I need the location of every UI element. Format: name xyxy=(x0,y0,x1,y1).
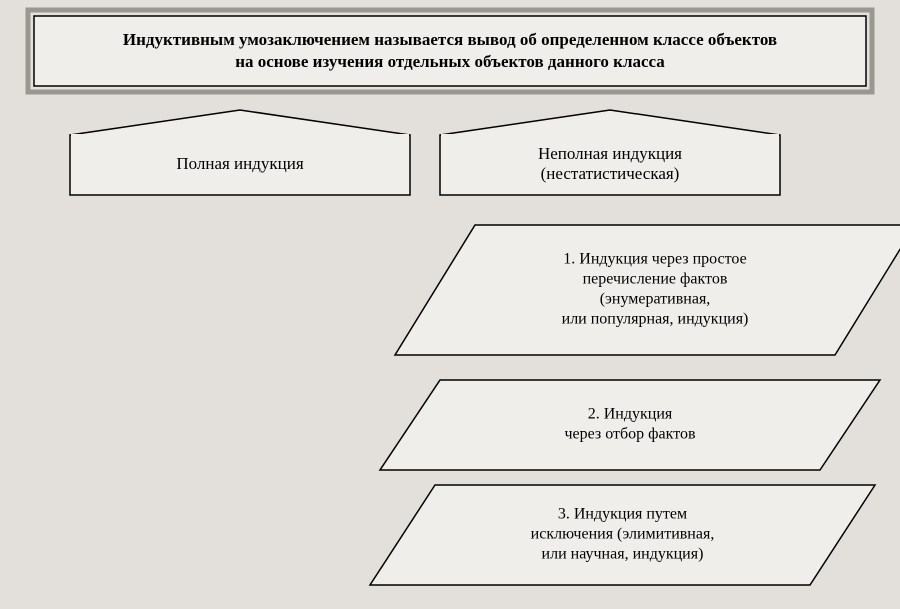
branch-box-1: Неполная индукция(нестатистическая) xyxy=(440,110,780,195)
header-text: Индуктивным умозаключением называется вы… xyxy=(123,30,777,49)
item-parallelogram-1: 2. Индукция через отбор фактов xyxy=(380,380,880,470)
item-text: 2. Индукция xyxy=(588,406,673,423)
header-text: на основе изучения отдельных объектов да… xyxy=(235,52,665,71)
item-parallelogram-2: 3. Индукция путем исключения (элимитивная… xyxy=(370,485,875,585)
branch-label: (нестатистическая) xyxy=(541,164,680,183)
item-text: 3. Индукция путем xyxy=(558,506,687,523)
item-text: исключения (элимитивная, xyxy=(531,526,715,543)
item-text: через отбор фактов xyxy=(564,426,696,443)
branch-label: Полная индукция xyxy=(176,154,304,173)
branch-label: Неполная индукция xyxy=(538,144,682,163)
item-text: или научная, индукция) xyxy=(542,546,704,563)
item-text: или популярная, индукция) xyxy=(562,311,749,328)
branch-box-0: Полная индукция xyxy=(70,110,410,195)
item-text: (энумеративная, xyxy=(600,291,711,308)
item-text: 1. Индукция через простое xyxy=(563,251,746,268)
item-text: перечисление фактов xyxy=(583,271,728,288)
header-box: Индуктивным умозаключением называется вы… xyxy=(28,10,872,92)
item-parallelogram-0: 1. Индукция через простое перечисление фа… xyxy=(395,225,900,355)
